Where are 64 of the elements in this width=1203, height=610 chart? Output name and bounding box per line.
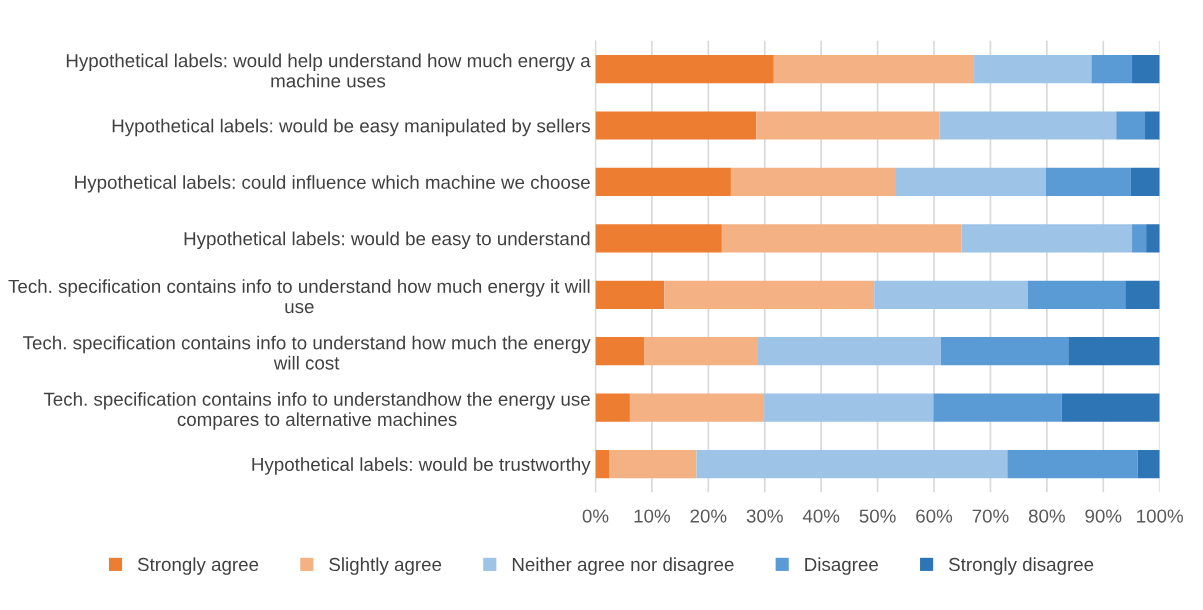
x-tick-label: 60% [916, 509, 953, 523]
x-tick-label: 0% [582, 509, 609, 523]
bar [961, 224, 1133, 253]
bar [1061, 393, 1160, 422]
legend-label: Disagree [805, 557, 878, 575]
x-tick-label: 50% [859, 509, 896, 523]
bar [1130, 167, 1160, 197]
bar [1125, 280, 1160, 309]
bar [939, 111, 1117, 140]
bar [595, 167, 731, 197]
bar [595, 449, 610, 479]
y-tick-label: Hypothetical labels: would be easy to understand [184, 231, 590, 250]
y-tick-label: Tech. specification contains info to understand how much the energy will cost [23, 335, 591, 370]
y-tick-label: Hypothetical labels: would be easy manipulated by sellers [112, 118, 590, 137]
y-tick-label: Hypothetical labels: would help understand how much energy a machine uses [66, 53, 591, 88]
bar [1091, 54, 1133, 84]
bar [1007, 449, 1138, 479]
bar [895, 167, 1046, 197]
legend-label: Strongly agree [137, 557, 259, 575]
bar [764, 393, 934, 422]
bar [644, 337, 758, 366]
bar [595, 111, 757, 140]
bar [595, 393, 630, 422]
y-tick-label: Tech. specification contains info to understandhow the energy use compares to alternative machines [43, 392, 590, 430]
bar [1132, 224, 1147, 253]
y-tick-label: Hypothetical labels: would be trustworthy [252, 457, 591, 475]
bar [874, 280, 1028, 309]
bar [1027, 280, 1126, 309]
bar [756, 111, 940, 140]
bar [730, 167, 896, 197]
x-tick-label: 10% [634, 509, 670, 523]
legend-label: Neither agree nor disagree [512, 557, 734, 575]
bar [595, 54, 774, 84]
x-tick-label: 80% [1028, 509, 1065, 523]
bar [721, 224, 962, 253]
legend-label: Strongly disagree [949, 557, 1094, 575]
bar [1145, 111, 1160, 140]
bar [1068, 337, 1160, 366]
x-tick-label: 30% [746, 509, 783, 523]
x-tick-label: 100% [1137, 509, 1183, 523]
bar [1132, 54, 1160, 84]
bar [664, 280, 875, 309]
x-tick-label: 70% [972, 509, 1009, 523]
x-tick-label: 90% [1085, 509, 1122, 523]
bar [940, 337, 1069, 366]
x-tick-label: 40% [802, 509, 840, 523]
y-tick-label: Tech. specification contains info to understand how much energy it will use [8, 279, 590, 314]
bar [757, 337, 941, 366]
bar [696, 449, 1008, 479]
bar [773, 54, 975, 84]
bar [595, 337, 645, 366]
bar [933, 393, 1062, 422]
bar [595, 224, 722, 253]
bar [1146, 224, 1160, 253]
bar [1137, 449, 1160, 479]
bar [629, 393, 765, 422]
y-tick-label: Hypothetical labels: could influence which machine we choose [75, 175, 590, 193]
x-tick-label: 20% [690, 509, 727, 523]
legend-label: Slightly agree [329, 557, 442, 575]
bar [1116, 111, 1146, 140]
bar [974, 54, 1092, 84]
bar [595, 280, 665, 309]
bar [609, 449, 697, 479]
bar [1045, 167, 1131, 197]
